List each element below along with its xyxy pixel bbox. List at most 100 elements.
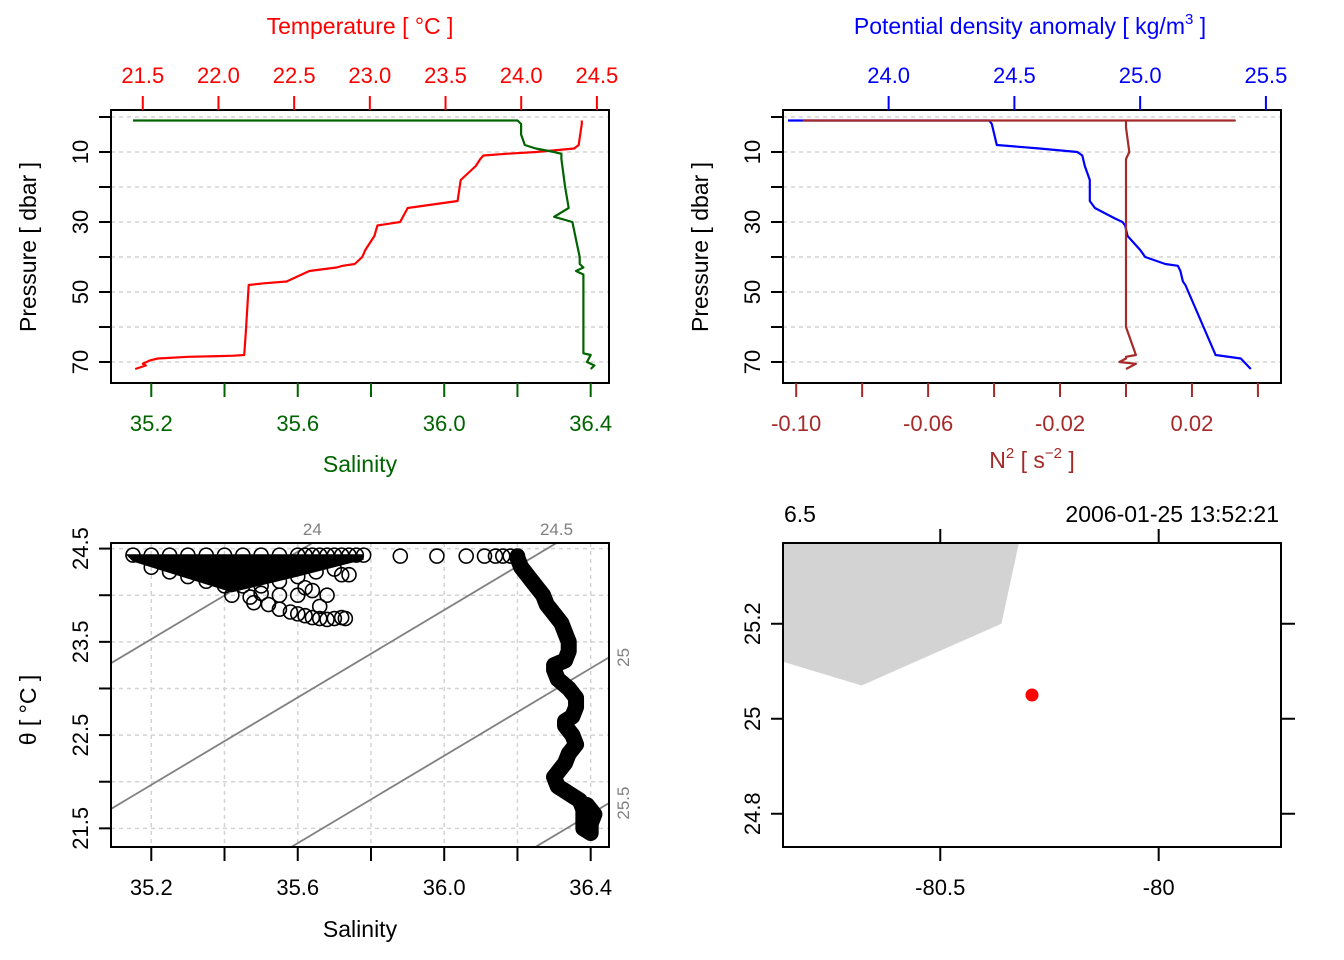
- p3-point-wedge: [311, 598, 328, 615]
- p3-point-surface: [235, 547, 251, 563]
- p3-point-wedge: [308, 564, 324, 580]
- p2-bottom-tick-label: -0.10: [771, 411, 821, 436]
- p2-bottom-tick-label: 0.02: [1171, 411, 1214, 436]
- p3-point-profile: [557, 755, 573, 771]
- p1-top-tick-label: 22.5: [273, 63, 316, 88]
- p1-bottom-tick-label: 35.6: [276, 411, 319, 436]
- p3-point-wedge: [224, 587, 240, 604]
- p3-point-wedge: [235, 578, 251, 594]
- p3-point-wedge: [161, 564, 178, 580]
- p3-point-wedge: [337, 610, 354, 627]
- p2-series-n2: [802, 119, 1236, 370]
- p3-point-surface: [253, 547, 269, 563]
- p2-y-tick-label: 50: [740, 280, 765, 304]
- p3-point-profile: [568, 699, 584, 715]
- p3-isopycnal-label: 25.5: [614, 787, 633, 820]
- p3-point-surface: [429, 548, 445, 564]
- p3-point-wedge: [297, 607, 313, 624]
- p3-y-tick-label: 23.5: [68, 620, 93, 663]
- p3-point-wedge: [341, 566, 357, 583]
- p3-point-wedge: [180, 568, 196, 585]
- p3-point-wedge: [253, 578, 269, 594]
- p1-y-tick-label: 50: [68, 280, 93, 304]
- p3-x-axis-label: Salinity: [323, 916, 398, 942]
- p3-isopycnal-label: 25: [614, 648, 633, 667]
- p3-point-profile: [582, 825, 599, 841]
- p3-point-profile: [535, 587, 551, 604]
- p1-top-tick-label: 21.5: [121, 63, 164, 88]
- p4-y-tick-label: 25: [740, 707, 765, 731]
- p3-isopycnal-line: [289, 656, 609, 847]
- p3-point-profile: [557, 624, 573, 641]
- p3-isopycnal-labels: 24 24.5 25 25.5: [303, 520, 633, 820]
- p1-top-tick-label: 22.0: [197, 63, 240, 88]
- p3-point-surface: [125, 547, 141, 563]
- p3-point-profile: [560, 722, 577, 739]
- p3-point-profile: [553, 615, 570, 631]
- p3-point-profile: [546, 769, 562, 785]
- p3-point-profile: [564, 727, 581, 743]
- p2-top-tick-label: 24.5: [993, 63, 1036, 88]
- p3-point-wedge: [304, 582, 321, 599]
- p3-point-surface: [458, 548, 474, 564]
- p3-point-profile: [560, 634, 577, 650]
- p3-point-wedge: [282, 604, 299, 620]
- p1-top-tick-label: 24.0: [500, 63, 543, 88]
- p3-point-profile: [546, 657, 562, 673]
- p3-point-profile: [582, 815, 599, 832]
- p4-station-marker: [1025, 688, 1039, 702]
- p3-y-axis-label: θ [ °C ]: [15, 675, 41, 746]
- p2-top-axis: 24.0 24.5 25.0 25.5: [867, 63, 1287, 110]
- panel-ts-diagram: 24 24.5 25 25.5 35.2 35.6 36.0 36.4 21.5 22.5 23…: [15, 520, 633, 942]
- p3-isopycnal-line: [111, 543, 315, 665]
- p1-top-tick-label: 23.0: [348, 63, 391, 88]
- p1-series-temperature: [134, 120, 583, 371]
- p3-isopycnal-line: [533, 802, 609, 847]
- p3-isopycnal-label: 24: [303, 520, 322, 539]
- p1-y-tick-label: 10: [68, 140, 93, 164]
- p3-point-profile: [549, 671, 566, 687]
- p3-point-profile: [557, 652, 573, 669]
- p2-left-axis: 10 30 50 70: [740, 116, 783, 374]
- p3-point-wedge: [198, 573, 215, 590]
- p3-point-surface: [161, 547, 178, 563]
- p3-profile-trace: [509, 549, 603, 842]
- panel-temperature-salinity-profile: 21.5 22.0 22.5 23.0 23.5 24.0 24.5 35.2 35.6 36.…: [15, 13, 618, 477]
- p3-y-tick-label: 21.5: [68, 807, 93, 850]
- p3-point-wedge: [289, 568, 306, 585]
- p3-points: [125, 547, 603, 842]
- p3-point-wedge: [260, 596, 277, 613]
- p2-bottom-tick-label: -0.06: [903, 411, 953, 436]
- p2-bottom-axis-label: N2 [ s−2 ]: [989, 445, 1075, 473]
- p2-y-tick-label: 30: [740, 210, 765, 234]
- p3-dense-surface-cluster: [125, 554, 364, 593]
- p4-station: [1025, 688, 1039, 702]
- p4-axes: -80.5 -80 24.8 25 25.2: [740, 529, 1295, 900]
- p1-top-axis-label: Temperature [ °C ]: [267, 13, 454, 39]
- p2-bottom-tick-label: -0.02: [1035, 411, 1085, 436]
- p4-x-tick-label: -80.5: [915, 875, 965, 900]
- p4-plot-frame: [782, 542, 1282, 848]
- p4-y-tick-label: 25.2: [740, 602, 765, 645]
- p1-series-salinity: [133, 119, 596, 370]
- p1-gridlines: [111, 116, 609, 363]
- p2-top-tick-label: 25.0: [1119, 63, 1162, 88]
- p1-bottom-tick-label: 35.2: [130, 411, 173, 436]
- p1-top-tick-label: 23.5: [424, 63, 467, 88]
- p3-point-wedge: [271, 601, 288, 618]
- p3-point-wedge: [297, 579, 313, 596]
- p3-point-wedge: [333, 566, 350, 583]
- p3-point-wedge: [246, 594, 262, 611]
- p1-y-tick-label: 70: [68, 350, 93, 374]
- p3-point-surface: [355, 547, 372, 563]
- p4-x-tick-label: -80: [1143, 875, 1175, 900]
- p3-isopycnals: [111, 543, 609, 847]
- p2-y-tick-label: 10: [740, 140, 765, 164]
- p2-y-axis-label: Pressure [ dbar ]: [687, 162, 713, 332]
- p4-land-polygon: [783, 543, 1019, 686]
- p3-point-wedge: [289, 606, 306, 622]
- p3-x-tick-label: 36.0: [423, 875, 466, 900]
- p3-x-tick-label: 36.4: [569, 875, 612, 900]
- p3-x-tick-label: 35.2: [130, 875, 173, 900]
- p3-left-axis: 21.5 22.5 23.5 24.5: [68, 527, 111, 850]
